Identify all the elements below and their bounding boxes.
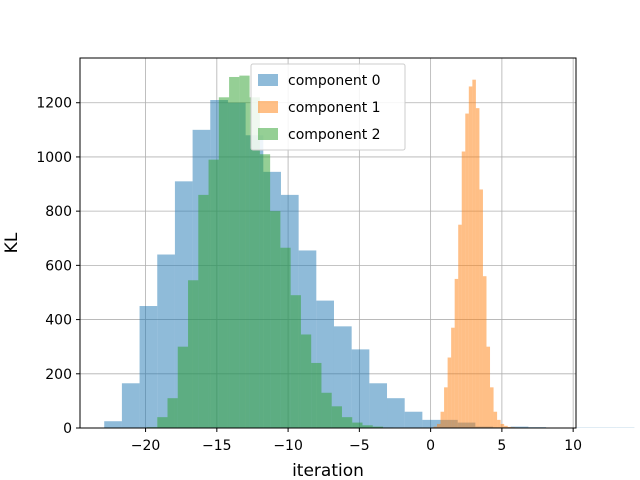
bar-component-2 (280, 247, 291, 428)
bar-component-0 (333, 326, 352, 428)
legend-box (250, 63, 406, 151)
bar-component-0 (121, 383, 140, 428)
bar-component-2 (321, 392, 332, 428)
bar-component-1 (493, 411, 498, 428)
bar-component-2 (290, 295, 301, 428)
bar-component-1 (472, 79, 476, 428)
bar-component-1 (504, 425, 508, 428)
y-tick-label: 0 (63, 421, 72, 437)
x-tick-label: 5 (497, 438, 506, 454)
legend-swatch-component-0 (258, 74, 278, 86)
bar-component-2 (239, 75, 250, 428)
bar-component-2 (311, 362, 322, 428)
bar-component-1 (440, 411, 445, 428)
legend-label-component-1: component 1 (288, 100, 381, 116)
x-tick-label: −20 (131, 438, 161, 454)
bar-component-0 (104, 421, 122, 428)
bar-component-1 (500, 423, 505, 428)
bar-component-2 (177, 346, 189, 428)
bar-component-2 (372, 426, 384, 428)
bar-component-2 (229, 76, 240, 428)
bar-component-1 (454, 278, 459, 428)
bar-component-1 (437, 423, 441, 428)
bar-component-2 (331, 406, 342, 428)
bar-component-2 (198, 194, 209, 428)
bar-component-1 (475, 108, 480, 429)
bar-component-1 (490, 387, 494, 428)
bar-component-0 (369, 383, 388, 428)
legend-label-component-0: component 0 (288, 73, 381, 89)
x-axis-title: iteration (292, 461, 364, 480)
bar-component-0 (510, 426, 529, 428)
bar-component-2 (259, 154, 271, 428)
x-tick-label: −10 (273, 438, 303, 454)
bar-component-2 (218, 97, 230, 429)
legend-label-component-2: component 2 (288, 127, 381, 143)
x-tick-label: −5 (349, 438, 370, 454)
bar-component-2 (270, 211, 281, 428)
bar-component-1 (444, 387, 448, 428)
y-tick-label: 200 (45, 367, 72, 383)
bar-component-1 (461, 151, 466, 428)
bar-component-2 (167, 398, 178, 428)
bar-component-2 (300, 334, 312, 428)
bar-component-0 (387, 398, 405, 428)
legend-swatch-component-2 (258, 128, 278, 140)
x-tick-label: 0 (426, 438, 435, 454)
x-tick-label: 10 (564, 438, 582, 454)
bar-component-0 (157, 254, 175, 428)
bar-component-1 (479, 189, 483, 428)
bar-component-2 (362, 425, 373, 428)
bar-component-2 (188, 280, 199, 428)
plot-frame (79, 57, 577, 429)
bar-component-2 (249, 97, 260, 429)
bar-component-0 (422, 419, 441, 428)
legend-swatch-component-1 (258, 101, 278, 113)
x-tick-label: −15 (202, 438, 232, 454)
bar-component-1 (486, 346, 491, 428)
bar-component-2 (208, 159, 219, 428)
bar-component-1 (482, 276, 487, 428)
y-tick-label: 800 (45, 204, 72, 220)
bar-component-0 (139, 306, 158, 428)
legend: component 0 component 1 component 2 (250, 63, 406, 151)
bar-component-1 (458, 224, 462, 428)
bar-component-0 (351, 349, 370, 428)
bar-component-1 (433, 426, 438, 428)
y-axis-title: KL (2, 232, 22, 253)
y-tick-label: 1000 (36, 150, 72, 166)
bar-component-0 (404, 411, 423, 428)
bar-component-2 (157, 417, 168, 428)
bar-component-2 (352, 422, 363, 428)
bar-component-1 (497, 419, 501, 428)
bar-component-1 (507, 426, 512, 428)
bar-component-1 (465, 113, 469, 429)
y-tick-label: 400 (45, 313, 72, 329)
bar-component-1 (447, 357, 452, 428)
bar-component-1 (468, 86, 473, 428)
bars (104, 75, 635, 429)
axis-ticks: −20 −15 −10 −5 0 5 10 0 200 400 600 800 1000 1200 (36, 96, 582, 454)
y-tick-label: 600 (45, 258, 72, 274)
bar-component-1 (451, 327, 455, 428)
bar-component-2 (341, 417, 353, 428)
y-tick-label: 1200 (36, 96, 72, 112)
